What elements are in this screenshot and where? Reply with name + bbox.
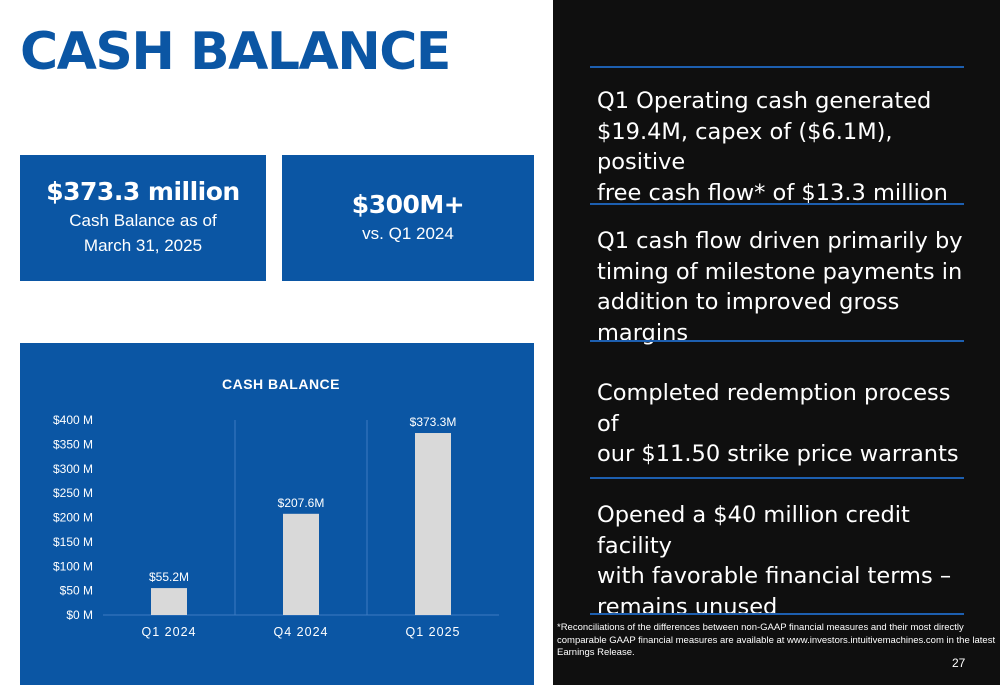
bullet-cash-flow-drivers: Q1 cash flow driven primarily by timing … bbox=[597, 226, 977, 348]
cash-balance-value: $373.3 million bbox=[46, 177, 240, 207]
x-tick-label: Q4 2024 bbox=[274, 625, 329, 639]
footnote-line: Earnings Release. bbox=[557, 647, 635, 658]
bar-data-label: $207.6M bbox=[278, 496, 325, 510]
yoy-growth-value: $300M+ bbox=[351, 189, 465, 219]
bar bbox=[415, 433, 451, 615]
cash-balance-desc-line2: March 31, 2025 bbox=[83, 236, 203, 255]
bullet-warrant-redemption: Completed redemption process of our $11.… bbox=[597, 378, 977, 470]
yoy-growth-card: $300M+ vs. Q1 2024 bbox=[282, 155, 534, 281]
footnote-line: comparable GAAP financial measures are a… bbox=[557, 634, 996, 646]
y-tick-label: $150 M bbox=[53, 535, 93, 549]
page-title: CASH BALANCE bbox=[20, 22, 451, 82]
page-number: 27 bbox=[952, 656, 966, 670]
yoy-growth-desc: vs. Q1 2024 bbox=[362, 223, 454, 243]
x-tick-label: Q1 2025 bbox=[406, 625, 461, 639]
bullet-divider bbox=[590, 203, 964, 205]
chart-title: CASH BALANCE bbox=[222, 376, 340, 392]
y-tick-label: $250 M bbox=[53, 486, 93, 500]
bar-data-label: $373.3M bbox=[410, 415, 457, 429]
bullet-line: with favorable financial terms – bbox=[597, 563, 952, 589]
bullet-divider bbox=[590, 613, 964, 615]
bullet-line: Q1 cash flow driven primarily by bbox=[597, 228, 963, 254]
cash-balance-desc: Cash Balance as of March 31, 2025 bbox=[69, 209, 216, 258]
chart-svg: CASH BALANCE $0 M $50 M $100 M $150 M $200 M $… bbox=[53, 376, 499, 639]
bullet-divider bbox=[590, 477, 964, 479]
bullet-line: Completed redemption process of bbox=[597, 380, 951, 437]
bullet-divider bbox=[590, 66, 964, 68]
right-panel bbox=[553, 0, 1000, 685]
bullet-line: $19.4M, capex of ($6.1M), positive bbox=[597, 118, 893, 176]
bullet-line: timing of milestone payments in bbox=[597, 258, 963, 285]
footnote-line: *Reconciliations of the differences betw… bbox=[557, 622, 964, 633]
bullet-line: Opened a $40 million credit facility bbox=[597, 502, 910, 559]
bullet-line: our $11.50 strike price warrants bbox=[597, 441, 959, 467]
bullet-operating-cash: Q1 Operating cash generated $19.4M, cape… bbox=[597, 86, 977, 208]
y-tick-label: $100 M bbox=[53, 559, 93, 573]
bullet-credit-facility: Opened a $40 million credit facility wit… bbox=[597, 500, 977, 622]
bullet-line: free cash flow* of $13.3 million bbox=[597, 179, 948, 206]
cash-balance-desc-line1: Cash Balance as of bbox=[69, 211, 217, 231]
y-tick-label: $300 M bbox=[53, 462, 93, 476]
y-tick-label: $0 M bbox=[66, 608, 93, 622]
cash-balance-card: $373.3 million Cash Balance as of March … bbox=[20, 155, 266, 281]
y-tick-label: $350 M bbox=[53, 437, 93, 451]
x-tick-label: Q1 2024 bbox=[142, 625, 197, 639]
cash-balance-chart: CASH BALANCE $0 M $50 M $100 M $150 M $200 M $… bbox=[20, 343, 534, 685]
bar bbox=[151, 588, 187, 615]
y-tick-label: $50 M bbox=[60, 584, 93, 598]
bar-data-label: $55.2M bbox=[149, 570, 189, 584]
bar bbox=[283, 513, 319, 615]
bullet-divider bbox=[590, 340, 964, 342]
bullet-line: addition to improved gross margins bbox=[597, 289, 900, 346]
footnote: *Reconciliations of the differences betw… bbox=[557, 622, 997, 660]
bullet-line: Q1 Operating cash generated bbox=[597, 88, 932, 114]
bullet-line: remains unused bbox=[597, 593, 778, 620]
left-panel: CASH BALANCE $373.3 million Cash Balance… bbox=[20, 22, 534, 685]
y-tick-label: $200 M bbox=[53, 511, 93, 525]
y-tick-label: $400 M bbox=[53, 413, 93, 427]
